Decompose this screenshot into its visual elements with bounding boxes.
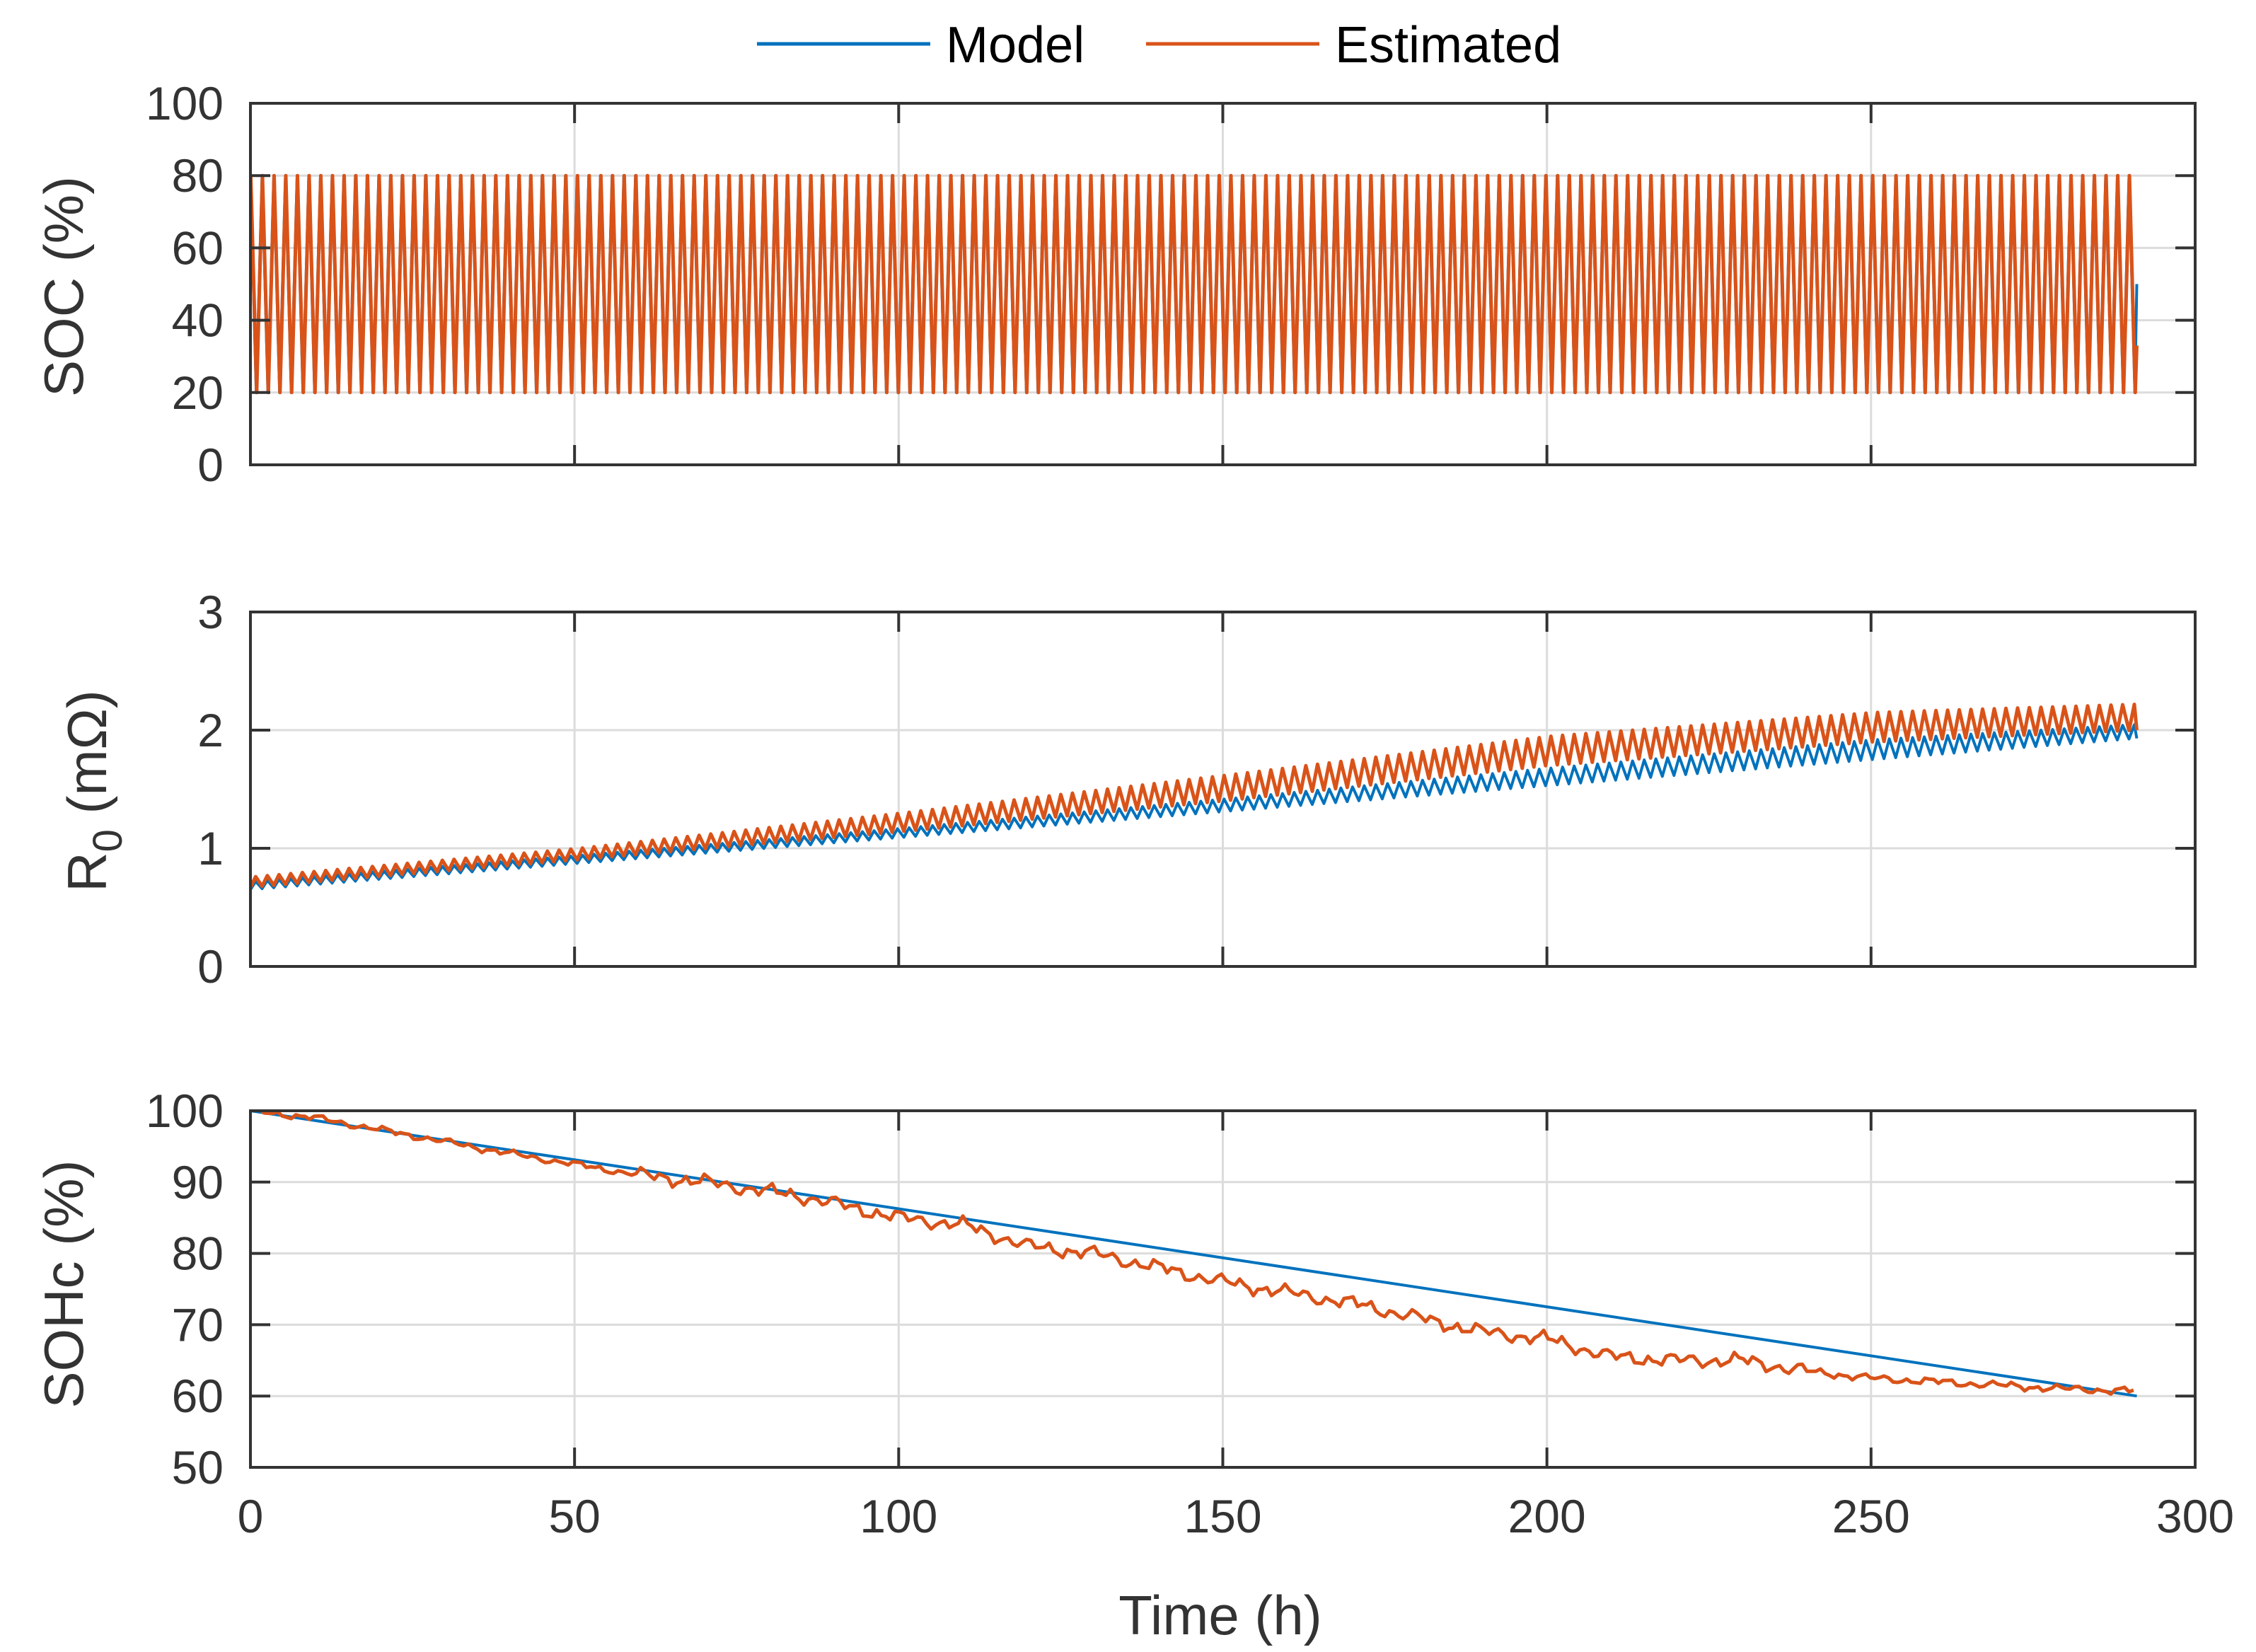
legend-label-model: Model xyxy=(946,17,1084,74)
soc-panel: 0 20 40 60 80 100 xyxy=(146,77,2197,491)
r0-ytick-label: 0 xyxy=(197,940,224,993)
soc-series-estimated xyxy=(250,173,2139,395)
soc-ytick-label: 20 xyxy=(172,366,224,419)
sohc-panel: 50 60 70 80 90 100 0 50 100 150 200 250 300 xyxy=(146,1085,2234,1542)
x-tick-label: 150 xyxy=(1184,1490,1261,1542)
r0-axis-label-main: R xyxy=(56,852,118,891)
sohc-ytick-label: 90 xyxy=(172,1156,224,1208)
soc-ytick-label: 80 xyxy=(172,149,224,202)
sohc-ytick-label: 70 xyxy=(172,1298,224,1351)
r0-axis-label-unit: (mΩ) xyxy=(56,690,118,829)
sohc-axis-label: SOHc (%) xyxy=(33,1160,95,1409)
sohc-series-model xyxy=(250,1111,2137,1398)
r0-ytick-label: 3 xyxy=(197,586,224,638)
sohc-ytick-label: 100 xyxy=(146,1085,224,1137)
r0-ytick-label: 1 xyxy=(197,822,224,874)
soc-axis-label: SOC (%) xyxy=(33,176,95,397)
x-axis-label: Time (h) xyxy=(1118,1584,1321,1646)
x-tick-label: 0 xyxy=(238,1490,264,1542)
x-tick-label: 50 xyxy=(548,1490,600,1542)
x-tick-label: 200 xyxy=(1508,1490,1586,1542)
x-tick-label: 250 xyxy=(1832,1490,1910,1542)
sohc-ytick-label: 80 xyxy=(172,1228,224,1280)
x-tick-label: 100 xyxy=(860,1490,937,1542)
soc-ytick-label: 0 xyxy=(197,439,224,491)
sohc-ytick-label: 60 xyxy=(172,1370,224,1422)
soc-ytick-label: 60 xyxy=(172,221,224,274)
soc-ytick-label: 100 xyxy=(146,77,224,129)
r0-series-model xyxy=(250,723,2139,891)
r0-axis-label-subscript: 0 xyxy=(85,829,131,852)
x-tick-label: 300 xyxy=(2156,1490,2234,1542)
sohc-ytick-label: 50 xyxy=(172,1441,224,1494)
legend: Model Estimated xyxy=(757,17,1561,74)
sohc-series-estimated xyxy=(250,1111,2134,1396)
r0-series-estimated xyxy=(250,703,2139,889)
r0-panel: 0 1 2 3 xyxy=(197,586,2197,993)
r0-axis-label: R0 (mΩ) xyxy=(56,690,131,892)
soc-ytick-label: 40 xyxy=(172,294,224,347)
r0-ytick-label: 2 xyxy=(197,704,224,756)
legend-label-estimated: Estimated xyxy=(1335,17,1561,74)
